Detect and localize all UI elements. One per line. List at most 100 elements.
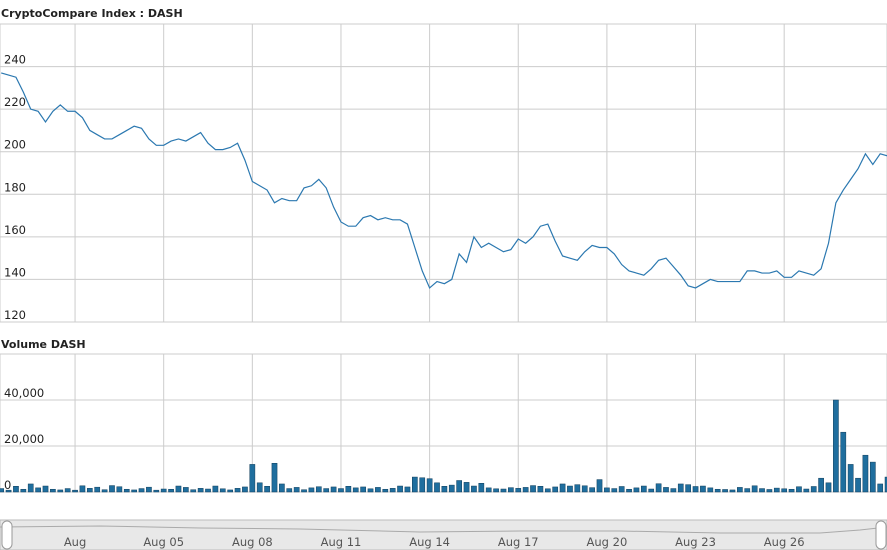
- chart-title: CryptoCompare Index : DASH: [1, 7, 183, 20]
- volume-bar: [840, 431, 847, 493]
- volume-bar: [663, 487, 669, 493]
- price-line: [1, 72, 887, 289]
- volume-bar: [404, 486, 411, 493]
- volume-bar: [803, 488, 810, 493]
- navigator-handle[interactable]: [1, 520, 13, 550]
- volume-bar: [788, 488, 795, 493]
- volume-bar: [729, 489, 736, 493]
- volume-bar: [759, 488, 765, 493]
- plot-area: [0, 353, 887, 493]
- x-tick-label: Aug 23: [675, 535, 716, 549]
- y-tick-label: 200: [4, 138, 26, 152]
- volume-bar: [116, 486, 123, 493]
- volume-bar: [751, 485, 758, 493]
- volume-bar: [685, 484, 691, 493]
- volume-bar: [677, 483, 684, 493]
- volume-bar: [389, 488, 396, 493]
- navigator-series: [0, 525, 887, 534]
- volume-bar: [714, 488, 721, 493]
- volume-bar: [286, 488, 293, 493]
- volume-bar: [330, 486, 337, 493]
- y-tick-label: 160: [4, 223, 26, 237]
- volume-bar: [500, 488, 507, 493]
- volume-bar: [456, 480, 462, 493]
- volume-bar: [869, 461, 876, 493]
- volume-bar: [877, 483, 884, 493]
- volume-bar: [515, 488, 522, 493]
- volume-bar: [485, 487, 492, 493]
- volume-bar: [744, 488, 751, 493]
- volume-bar: [183, 487, 189, 493]
- volume-bar: [537, 486, 544, 493]
- volume-bar: [722, 489, 728, 493]
- volume-bar: [72, 489, 78, 493]
- volume-bar: [530, 485, 536, 493]
- volume-bar: [648, 488, 655, 493]
- y-tick-label: 40,000: [4, 386, 44, 400]
- volume-bar: [352, 487, 359, 493]
- plot-area: [0, 23, 887, 323]
- volume-bar: [441, 486, 448, 493]
- volume-bar: [810, 486, 817, 493]
- volume-bar: [412, 476, 418, 493]
- volume-bar: [190, 489, 197, 493]
- volume-bar: [234, 488, 241, 493]
- x-tick-label: Aug 14: [409, 535, 450, 549]
- volume-bar: [94, 486, 101, 493]
- volume-bar: [345, 486, 352, 493]
- volume-bar: [160, 488, 167, 493]
- volume-bar: [434, 482, 440, 493]
- volume-bar: [581, 485, 588, 493]
- volume-bar: [448, 484, 455, 493]
- y-tick-label: 0: [4, 478, 11, 492]
- x-tick-label: Aug: [64, 535, 86, 549]
- volume-bar: [360, 486, 366, 493]
- volume-bar: [707, 487, 714, 493]
- volume-bar: [131, 489, 137, 493]
- volume-bar: [618, 486, 625, 493]
- volume-bar: [308, 487, 315, 493]
- x-tick-label: Aug 05: [143, 535, 184, 549]
- volume-bar: [596, 479, 603, 493]
- volume-bar: [796, 486, 802, 493]
- volume-bar: [692, 486, 699, 493]
- navigator[interactable]: [0, 519, 887, 550]
- volume-bar: [397, 485, 403, 493]
- volume-bar: [766, 489, 773, 493]
- volume-bar: [293, 487, 300, 493]
- volume-bar: [205, 488, 211, 493]
- volume-bar: [13, 486, 19, 493]
- volume-bar: [611, 488, 618, 493]
- volume-bar: [773, 487, 780, 493]
- volume-bar: [315, 486, 322, 493]
- volume-bar: [559, 483, 566, 493]
- volume-bar: [700, 485, 706, 493]
- navigator-handle[interactable]: [875, 520, 887, 550]
- volume-bar: [57, 489, 64, 493]
- y-tick-label: 120: [4, 308, 26, 322]
- volume-bar: [27, 483, 34, 493]
- volume-bar: [42, 485, 49, 493]
- volume-bar: [79, 485, 86, 493]
- volume-bar: [219, 488, 226, 493]
- volume-bar: [574, 484, 581, 493]
- volume-bar: [20, 488, 27, 493]
- volume-bar: [212, 485, 219, 493]
- volume-bar: [463, 482, 470, 493]
- volume-bar: [138, 488, 145, 493]
- volume-bar: [168, 488, 174, 493]
- volume-bar: [670, 488, 677, 493]
- volume-bar: [640, 485, 647, 493]
- volume-bar: [153, 489, 160, 493]
- volume-bar: [0, 488, 5, 493]
- volume-bar: [781, 488, 788, 493]
- volume-bar: [818, 477, 824, 493]
- volume-bar: [175, 485, 182, 493]
- x-tick-label: Aug 11: [321, 535, 362, 549]
- volume-bar: [884, 476, 887, 493]
- y-tick-label: 180: [4, 180, 26, 194]
- volume-bar: [338, 488, 344, 493]
- volume-bar: [264, 486, 270, 493]
